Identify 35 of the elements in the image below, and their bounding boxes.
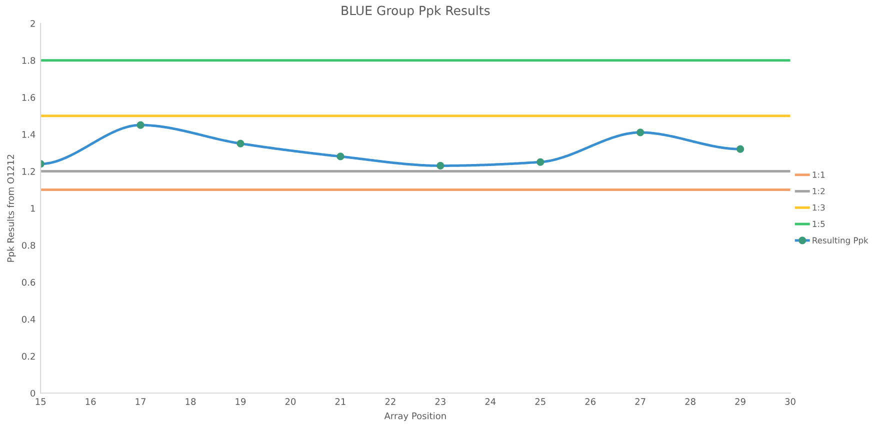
x-tick-label: 22: [385, 398, 396, 405]
x-tick-label: 27: [635, 398, 646, 405]
x-tick-label: 24: [485, 398, 496, 405]
y-tick-label: 0.6: [22, 278, 36, 286]
y-tick-label: 2: [30, 20, 35, 27]
x-tick-label: 15: [36, 398, 46, 405]
y-tick-label: 1: [30, 205, 35, 212]
x-tick-label: 28: [685, 398, 696, 405]
legend-label: 1:5: [812, 220, 825, 228]
y-axis-title: Ppk Results from O1212: [7, 154, 16, 262]
x-tick-label: 18: [186, 398, 196, 405]
y-tick-label: 0.4: [22, 316, 36, 323]
legend-label: 1:1: [812, 172, 825, 178]
x-tick-label: 23: [435, 398, 446, 405]
x-tick-label: 30: [785, 398, 796, 405]
y-tick-label: 1.6: [22, 94, 36, 101]
x-tick-label: 19: [236, 398, 246, 405]
x-tick-label: 26: [585, 398, 596, 405]
x-tick-label: 29: [735, 398, 746, 405]
y-tick-label: 1.8: [22, 57, 36, 64]
y-tick-label: 0.8: [22, 242, 36, 249]
legend-label: 1:3: [812, 204, 825, 211]
x-tick-label: 21: [335, 398, 346, 405]
y-tick-label: 0.2: [22, 352, 35, 360]
y-tick-label: 0: [30, 390, 36, 397]
y-tick-label: 1.2: [22, 168, 35, 175]
x-tick-label: 17: [136, 398, 146, 405]
chart-title: BLUE Group Ppk Results: [342, 6, 490, 18]
y-tick-label: 1.4: [22, 131, 36, 138]
legend-label: 1:2: [812, 188, 825, 194]
x-axis-title: Array Position: [384, 412, 446, 422]
legend-label: Resulting Ppk: [812, 237, 868, 246]
x-tick-label: 16: [86, 398, 96, 405]
x-tick-label: 25: [535, 398, 546, 405]
x-tick-label: 20: [285, 398, 296, 405]
